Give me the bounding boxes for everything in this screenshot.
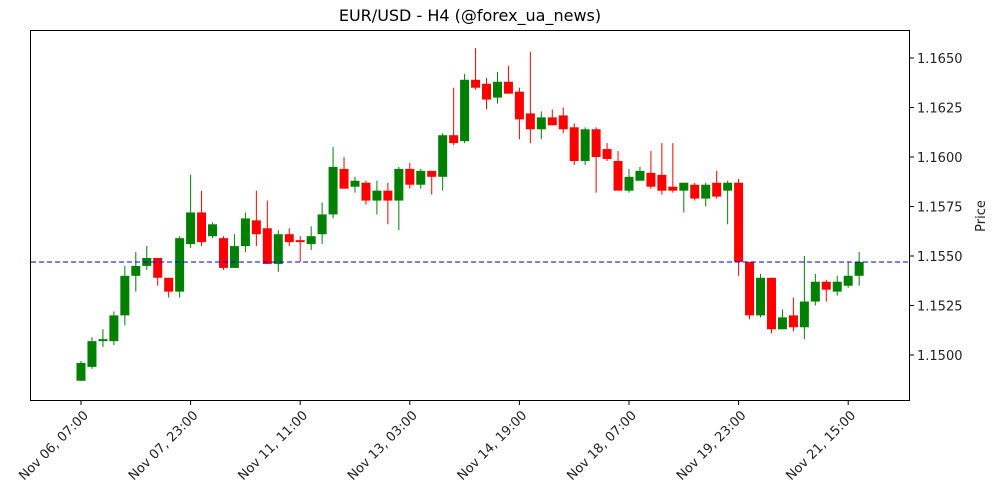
candle-up: [229, 246, 239, 268]
candle-up: [76, 362, 86, 381]
candle-up: [175, 238, 185, 292]
x-tick-label: Nov 21, 15:00: [784, 408, 860, 484]
plot-frame: [30, 30, 910, 401]
candle-up: [723, 182, 733, 191]
candle-up: [460, 79, 470, 142]
candle-down: [262, 228, 272, 264]
candle-down: [361, 182, 371, 201]
candle-down: [668, 186, 678, 191]
y-tick-label: 1.1625: [917, 102, 963, 117]
candle-up: [635, 170, 645, 181]
y-tick-label: 1.1650: [917, 52, 963, 67]
y-tick-label: 1.1525: [917, 300, 963, 315]
candle-down: [525, 113, 535, 130]
x-tick-label: Nov 18, 07:00: [564, 408, 640, 484]
candle-up: [492, 81, 502, 98]
candle-up: [350, 180, 360, 187]
candle-down: [734, 182, 744, 262]
x-tick-label: Nov 11, 11:00: [236, 408, 312, 484]
candle-up: [87, 341, 97, 367]
candle-down: [164, 277, 174, 292]
candle-up: [372, 190, 382, 201]
candle-up: [756, 277, 766, 316]
candle-up: [832, 281, 842, 292]
candle-up: [306, 236, 316, 245]
candle-up: [624, 176, 634, 191]
x-tick-label: Nov 14, 19:00: [455, 408, 531, 484]
chart-title: EUR/USD - H4 (@forex_ua_news): [338, 6, 602, 25]
candle-up: [843, 275, 853, 286]
candle-down: [427, 170, 437, 177]
y-axis: 1.1500 1.1525 1.1550 1.1575 1.1600 1.1625 1.16…: [909, 52, 963, 364]
x-tick-label: Nov 06, 07:00: [16, 408, 92, 484]
candle-up: [536, 117, 546, 130]
candle-down: [405, 168, 415, 185]
x-tick-label: Nov 13, 03:00: [345, 408, 421, 484]
candle-down: [339, 168, 349, 189]
y-tick-label: 1.1575: [917, 201, 963, 216]
candle-down: [503, 81, 513, 94]
candle-up: [854, 261, 864, 276]
candle-down: [482, 83, 492, 100]
x-tick-label: Nov 07, 23:00: [126, 408, 202, 484]
candle-up: [317, 214, 327, 235]
candle-up: [273, 234, 283, 264]
y-axis-label: Price: [974, 200, 989, 232]
candle-up: [131, 265, 141, 276]
candle-down: [821, 281, 831, 290]
candle-up: [777, 317, 787, 330]
candle-up: [98, 339, 108, 342]
candle-down: [558, 115, 568, 130]
candle-down: [569, 127, 579, 161]
candle-down: [690, 184, 700, 199]
candles-layer: [76, 48, 864, 381]
candle-down: [471, 79, 481, 88]
candle-up: [240, 218, 250, 247]
candle-down: [514, 91, 524, 120]
candle-down: [745, 261, 755, 316]
candle-down: [613, 160, 623, 191]
candle-up: [120, 275, 130, 316]
candle-up: [701, 184, 711, 199]
y-tick-label: 1.1550: [917, 250, 963, 265]
x-axis: Nov 06, 07:00 Nov 07, 23:00 Nov 11, 11:00 N…: [16, 400, 859, 484]
candle-down: [591, 129, 601, 157]
x-tick-label: Nov 19, 23:00: [674, 408, 750, 484]
candle-down: [284, 234, 294, 243]
candle-up: [580, 129, 590, 161]
candle-down: [153, 257, 163, 278]
candle-up: [679, 182, 689, 191]
candle-up: [328, 166, 338, 215]
candle-down: [766, 277, 776, 330]
candle-up: [109, 315, 119, 342]
candle-up: [416, 170, 426, 185]
candle-down: [657, 174, 667, 191]
candle-down: [646, 172, 656, 187]
candle-down: [449, 135, 459, 144]
candle-up: [394, 168, 404, 201]
candle-up: [186, 212, 196, 245]
candle-down: [712, 182, 722, 197]
candle-up: [208, 224, 218, 237]
candle-down: [547, 117, 557, 126]
candle-down: [197, 212, 207, 243]
candle-up: [799, 301, 809, 328]
candle-up: [438, 135, 448, 177]
candle-down: [295, 240, 305, 243]
y-tick-label: 1.1500: [917, 349, 963, 364]
candle-down: [383, 190, 393, 201]
candle-down: [218, 238, 228, 268]
candle-down: [251, 220, 261, 235]
candle-down: [602, 149, 612, 159]
y-tick-label: 1.1600: [917, 151, 963, 166]
candle-down: [788, 315, 798, 328]
candle-up: [810, 281, 820, 302]
